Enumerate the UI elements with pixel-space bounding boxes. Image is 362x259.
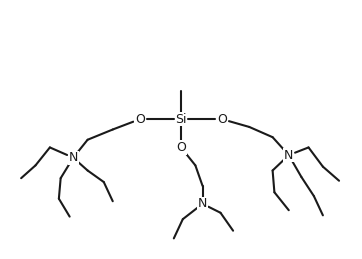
Text: O: O bbox=[176, 141, 186, 154]
Text: O: O bbox=[135, 113, 145, 126]
Text: N: N bbox=[68, 151, 78, 164]
Text: O: O bbox=[217, 113, 227, 126]
Text: N: N bbox=[284, 149, 294, 162]
Text: N: N bbox=[198, 197, 207, 210]
Text: Si: Si bbox=[175, 113, 187, 126]
